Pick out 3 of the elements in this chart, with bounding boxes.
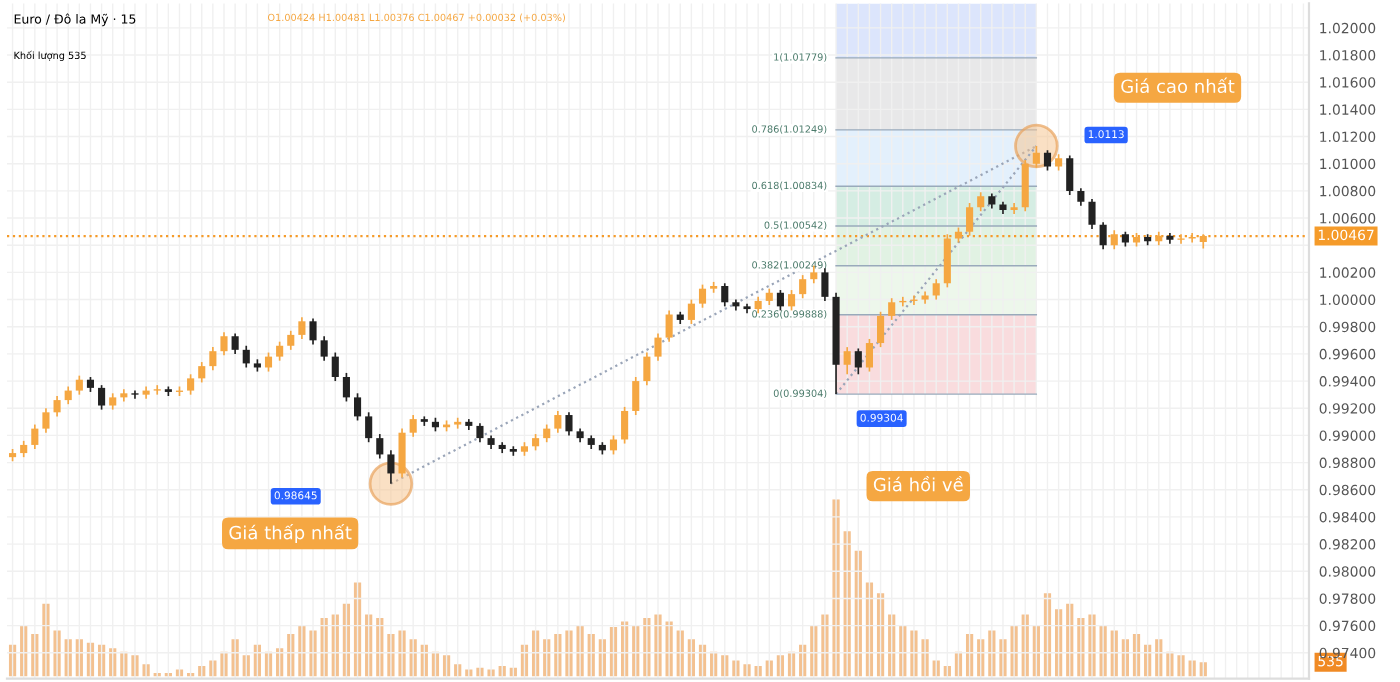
annotation: Giá hồi về: [873, 475, 963, 492]
annotation: Giá thấp nhất: [229, 523, 352, 543]
annotation: Giá cao nhất: [1121, 77, 1235, 94]
